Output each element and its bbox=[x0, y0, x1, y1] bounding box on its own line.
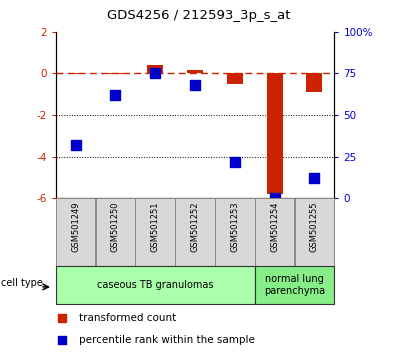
FancyBboxPatch shape bbox=[96, 198, 135, 266]
FancyBboxPatch shape bbox=[255, 198, 295, 266]
Text: GSM501255: GSM501255 bbox=[310, 202, 319, 252]
Bar bbox=[147, 65, 163, 74]
FancyBboxPatch shape bbox=[56, 266, 255, 304]
Bar bbox=[306, 74, 322, 92]
Point bbox=[192, 82, 198, 88]
Point bbox=[271, 195, 278, 201]
Text: GSM501254: GSM501254 bbox=[270, 202, 279, 252]
Text: GDS4256 / 212593_3p_s_at: GDS4256 / 212593_3p_s_at bbox=[107, 9, 291, 22]
Point bbox=[112, 92, 119, 98]
Text: percentile rank within the sample: percentile rank within the sample bbox=[79, 335, 255, 345]
Point bbox=[72, 142, 79, 148]
Text: GSM501253: GSM501253 bbox=[230, 202, 239, 252]
Point bbox=[232, 159, 238, 165]
FancyBboxPatch shape bbox=[56, 198, 96, 266]
FancyBboxPatch shape bbox=[135, 198, 175, 266]
Bar bbox=[267, 74, 283, 194]
Text: GSM501250: GSM501250 bbox=[111, 202, 120, 252]
Text: caseous TB granulomas: caseous TB granulomas bbox=[97, 280, 213, 290]
Point bbox=[59, 337, 66, 343]
Point bbox=[311, 176, 318, 181]
FancyBboxPatch shape bbox=[215, 198, 255, 266]
FancyBboxPatch shape bbox=[255, 266, 334, 304]
Text: normal lung
parenchyma: normal lung parenchyma bbox=[264, 274, 325, 296]
Bar bbox=[227, 74, 243, 84]
Point bbox=[59, 315, 66, 321]
Point bbox=[152, 71, 158, 76]
Text: GSM501252: GSM501252 bbox=[191, 202, 199, 252]
Text: cell type: cell type bbox=[1, 278, 43, 288]
Text: GSM501249: GSM501249 bbox=[71, 202, 80, 252]
Text: transformed count: transformed count bbox=[79, 313, 176, 323]
Bar bbox=[187, 70, 203, 74]
FancyBboxPatch shape bbox=[175, 198, 215, 266]
Text: GSM501251: GSM501251 bbox=[151, 202, 160, 252]
FancyBboxPatch shape bbox=[295, 198, 334, 266]
